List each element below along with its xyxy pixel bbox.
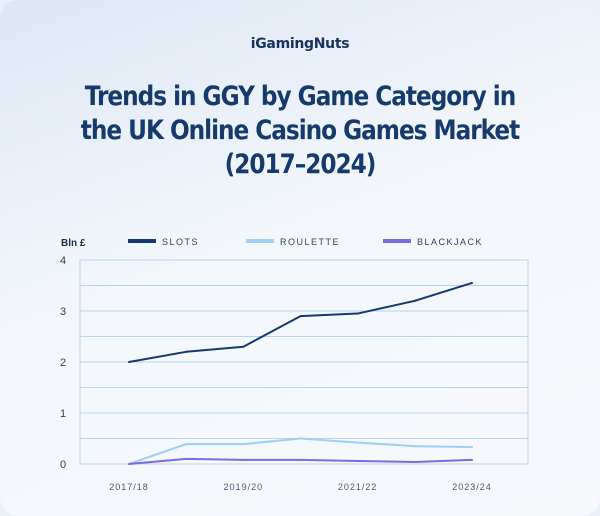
x-tick-label: 2019/20: [224, 482, 264, 492]
data-point-slots: [356, 312, 359, 315]
legend-label: BLACKJACK: [417, 237, 483, 247]
brand-logo: iGamingNuts: [250, 36, 350, 52]
data-point-blackjack: [356, 459, 359, 462]
y-tick-label: 4: [60, 255, 66, 267]
legend-swatch: [383, 239, 411, 243]
data-point-blackjack: [242, 458, 245, 461]
data-point-blackjack: [185, 457, 188, 460]
y-axis-unit: Bln £: [61, 238, 86, 249]
legend-label: ROULETTE: [280, 237, 340, 247]
y-tick-label: 2: [60, 357, 66, 369]
data-point-blackjack: [128, 463, 130, 465]
y-tick-label: 3: [60, 306, 66, 318]
data-point-slots: [299, 315, 302, 318]
data-point-roulette: [413, 445, 416, 448]
series-line-slots: [128, 281, 473, 363]
legend-swatch: [128, 239, 156, 243]
x-tick-label: 2021/22: [338, 482, 378, 492]
data-point-slots: [185, 350, 188, 353]
data-point-slots: [413, 299, 416, 302]
data-point-roulette: [185, 443, 188, 446]
y-tick-label: 1: [60, 408, 66, 420]
data-point-slots: [242, 345, 245, 348]
chart-title: Trends in GGY by Game Category in the UK…: [80, 81, 520, 180]
data-point-roulette: [242, 443, 245, 446]
x-tick-label: 2017/18: [109, 482, 149, 492]
x-tick-label: 2023/24: [452, 482, 492, 492]
data-point-slots: [128, 361, 130, 363]
data-point-slots: [471, 281, 473, 284]
data-point-blackjack: [471, 458, 473, 461]
data-point-roulette: [471, 446, 473, 449]
legend-label: SLOTS: [162, 237, 199, 247]
data-point-roulette: [299, 437, 302, 440]
data-point-blackjack: [299, 458, 302, 461]
legend-swatch: [246, 239, 274, 243]
data-point-blackjack: [413, 460, 416, 463]
data-point-roulette: [356, 441, 359, 444]
y-tick-label: 0: [60, 459, 66, 471]
